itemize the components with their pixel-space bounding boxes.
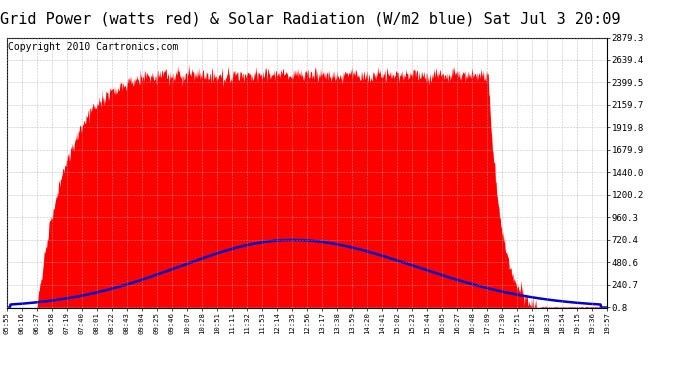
Text: Grid Power (watts red) & Solar Radiation (W/m2 blue) Sat Jul 3 20:09: Grid Power (watts red) & Solar Radiation… [0,11,621,26]
Text: Copyright 2010 Cartronics.com: Copyright 2010 Cartronics.com [8,42,179,51]
